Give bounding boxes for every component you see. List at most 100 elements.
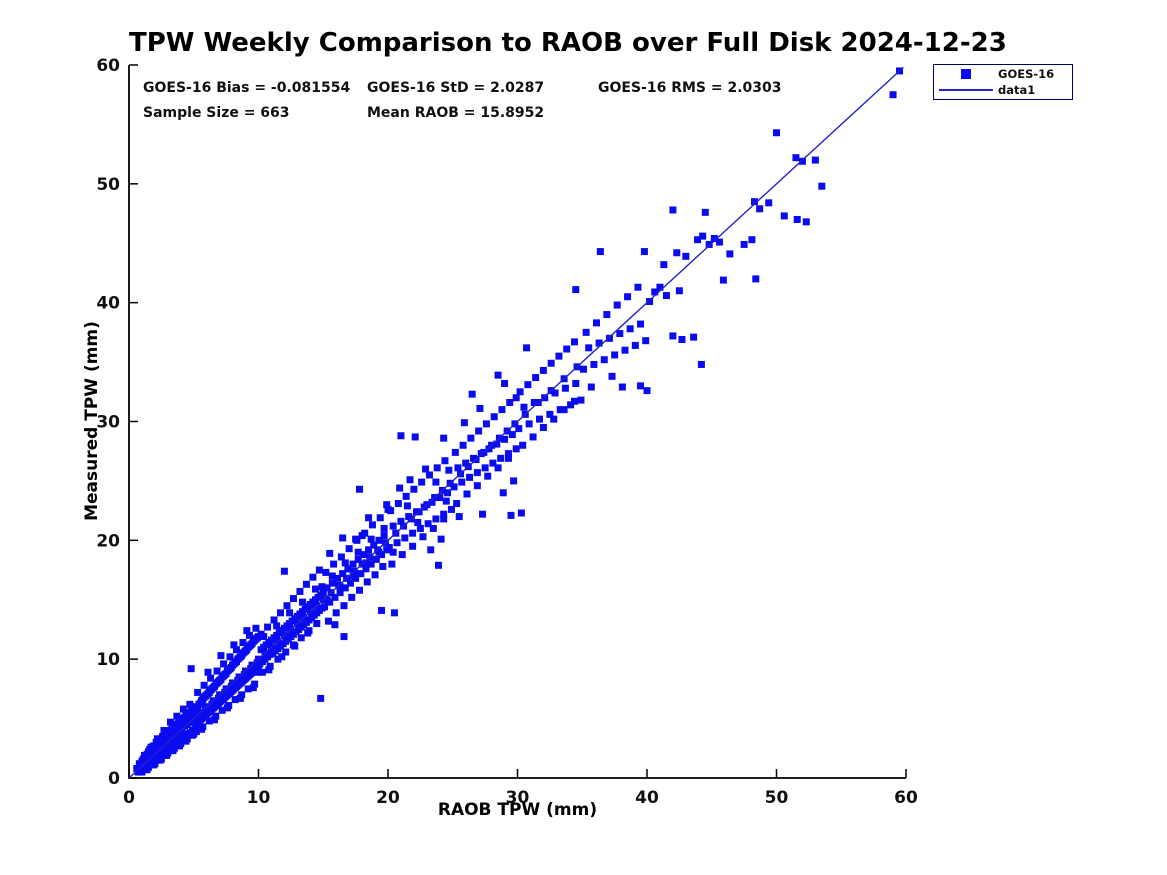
scatter-point — [311, 585, 319, 593]
scatter-point — [705, 240, 713, 248]
scatter-point — [433, 464, 441, 472]
scatter-point — [362, 565, 370, 573]
scatter-point — [422, 465, 430, 473]
scatter-point — [481, 464, 489, 472]
scatter-point — [626, 325, 634, 333]
scatter-point — [710, 234, 718, 242]
scatter-point — [179, 705, 187, 713]
scatter-point — [274, 655, 282, 663]
scatter-point — [411, 433, 419, 441]
scatter-point — [252, 624, 260, 632]
scatter-point — [194, 704, 202, 712]
scatter-point — [230, 641, 238, 649]
scatter-point — [319, 589, 327, 597]
scatter-point — [455, 513, 463, 521]
scatter-point — [371, 571, 379, 579]
scatter-point — [773, 129, 780, 137]
scatter-point — [889, 91, 897, 99]
square-marker-icon — [961, 68, 971, 79]
scatter-point — [331, 621, 339, 629]
scatter-point — [429, 524, 437, 532]
scatter-point — [541, 394, 549, 402]
scatter-point — [333, 574, 341, 582]
scatter-point — [243, 627, 251, 635]
legend: GOES-16 data1 — [933, 64, 1073, 100]
scatter-point — [682, 252, 690, 260]
scatter-point — [160, 726, 168, 734]
scatter-point — [424, 520, 432, 528]
scatter-point — [188, 711, 196, 719]
scatter-point — [232, 646, 240, 654]
scatter-point — [473, 482, 481, 490]
scatter-point — [510, 477, 518, 485]
legend-entry-data1: data1 — [934, 82, 1072, 98]
scatter-point — [299, 598, 307, 606]
scatter-point — [402, 492, 410, 500]
scatter-point — [166, 718, 174, 726]
scatter-point — [631, 341, 639, 349]
scatter-point — [567, 401, 575, 409]
scatter-point — [427, 546, 435, 554]
scatter-point — [752, 275, 760, 283]
stat-sample-size: Sample Size = 663 — [143, 105, 290, 121]
scatter-point — [530, 398, 538, 406]
scatter-point — [205, 717, 213, 725]
scatter-point — [245, 631, 253, 639]
scatter-point — [340, 602, 348, 610]
scatter-point — [605, 334, 613, 342]
scatter-point — [244, 685, 252, 693]
scatter-point — [336, 589, 344, 597]
scatter-point — [173, 712, 181, 720]
scatter-point — [315, 566, 323, 574]
scatter-point — [331, 593, 339, 601]
scatter-point — [270, 616, 278, 624]
scatter-point — [493, 440, 501, 448]
scatter-point — [339, 534, 347, 542]
scatter-point — [697, 360, 705, 368]
scatter-point — [750, 198, 758, 206]
scatter-point — [323, 596, 331, 604]
scatter-point — [675, 287, 683, 295]
scatter-point — [207, 674, 215, 682]
scatter-point — [442, 497, 450, 505]
scatter-point — [501, 379, 509, 387]
scatter-point — [208, 700, 216, 708]
scatter-point — [357, 570, 365, 578]
y-tick-label: 10 — [96, 650, 120, 670]
scatter-point — [226, 653, 234, 661]
scatter-point — [326, 549, 334, 557]
scatter-point — [380, 532, 388, 540]
scatter-point — [383, 501, 391, 509]
scatter-point — [462, 459, 470, 467]
scatter-point — [153, 735, 161, 743]
scatter-point — [389, 522, 397, 530]
scatter-point — [323, 584, 331, 592]
scatter-point — [253, 668, 261, 676]
x-axis-label: RAOB TPW (mm) — [437, 800, 598, 820]
scatter-point — [401, 534, 409, 542]
scatter-point — [532, 374, 540, 382]
scatter-point — [212, 712, 220, 720]
scatter-point — [387, 507, 395, 515]
scatter-point — [150, 761, 158, 769]
scatter-point — [740, 240, 748, 248]
scatter-point — [414, 519, 422, 527]
scatter-point — [346, 579, 354, 587]
scatter-point — [798, 157, 806, 165]
scatter-point — [523, 344, 531, 352]
y-tick-label: 40 — [96, 294, 120, 314]
scatter-point — [141, 751, 149, 759]
scatter-point — [792, 154, 800, 162]
scatter-point — [172, 725, 180, 733]
scatter-point — [425, 471, 433, 479]
scatter-point — [624, 293, 632, 301]
scatter-point — [585, 344, 593, 352]
scatter-point — [484, 472, 492, 480]
scatter-point — [178, 732, 186, 740]
y-tick-label: 60 — [96, 56, 120, 76]
scatter-point — [445, 466, 453, 474]
scatter-point — [150, 747, 158, 755]
scatter-point — [340, 633, 348, 641]
scatter-point — [201, 706, 209, 714]
scatter-point — [580, 365, 588, 373]
